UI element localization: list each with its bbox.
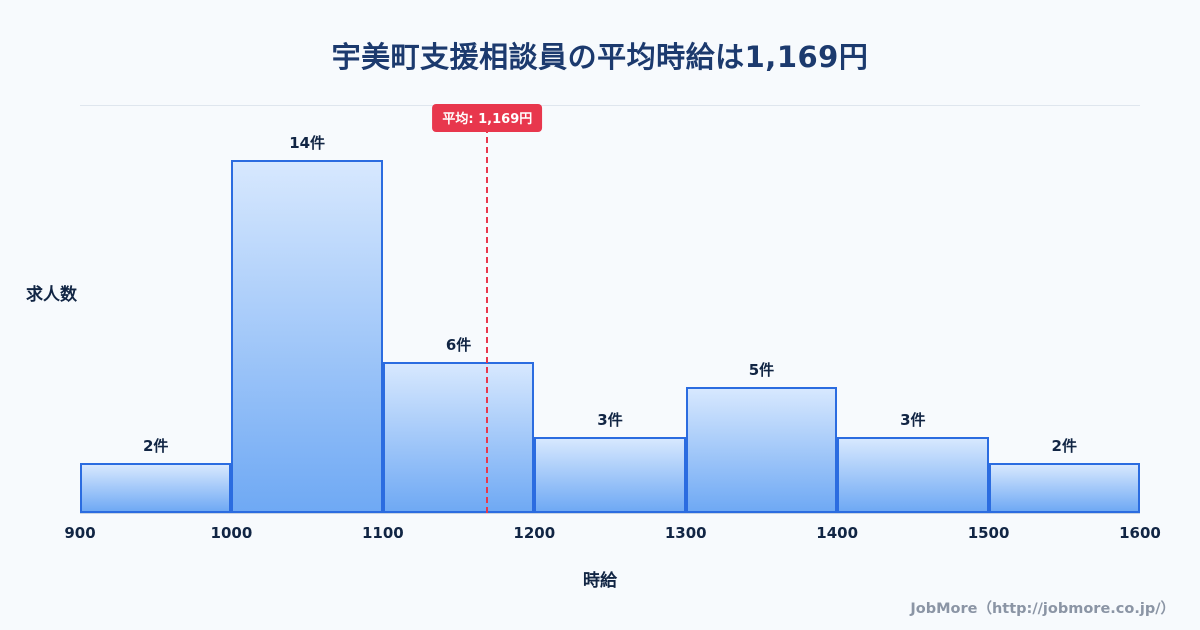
x-tick-label: 1500 xyxy=(967,524,1010,542)
chart-title: 宇美町支援相談員の平均時給は1,169円 xyxy=(331,40,869,74)
histogram-bar xyxy=(685,386,838,513)
histogram-bar xyxy=(231,159,383,513)
x-tick-label: 1600 xyxy=(1119,524,1161,542)
bar-value-label: 2件 xyxy=(142,436,169,455)
bar-value-label: 14件 xyxy=(289,133,326,152)
histogram-bar xyxy=(988,462,1140,513)
x-tick-label: 1000 xyxy=(210,524,253,542)
x-axis-label: 時給 xyxy=(583,571,617,591)
mean-badge: 平均: 1,169円 xyxy=(432,104,543,132)
x-tick-label: 1400 xyxy=(816,524,859,542)
histogram-bar xyxy=(382,361,535,513)
x-tick-label: 1300 xyxy=(664,524,707,542)
y-axis-label: 求人数 xyxy=(26,285,77,305)
histogram-bar xyxy=(534,437,686,513)
mean-line xyxy=(486,127,489,513)
plot-area: 平均: 1,169円 2件 14件 6件 3件 5件 3件 2件 900 1000 1100 120… xyxy=(64,104,1161,542)
bar-value-label: 5件 xyxy=(748,360,775,379)
histogram-bar xyxy=(80,462,232,513)
histogram-bar xyxy=(837,437,989,513)
footer-credit: JobMore（http://jobmore.co.jp/） xyxy=(910,601,1175,617)
x-tick-label: 1200 xyxy=(513,524,556,542)
bar-value-label: 3件 xyxy=(900,411,926,430)
bar-value-label: 6件 xyxy=(445,335,472,354)
bar-value-label: 3件 xyxy=(597,411,623,430)
bar-value-label: 2件 xyxy=(1051,436,1077,455)
x-tick-label: 1100 xyxy=(361,524,404,542)
x-tick-label: 900 xyxy=(64,524,96,542)
